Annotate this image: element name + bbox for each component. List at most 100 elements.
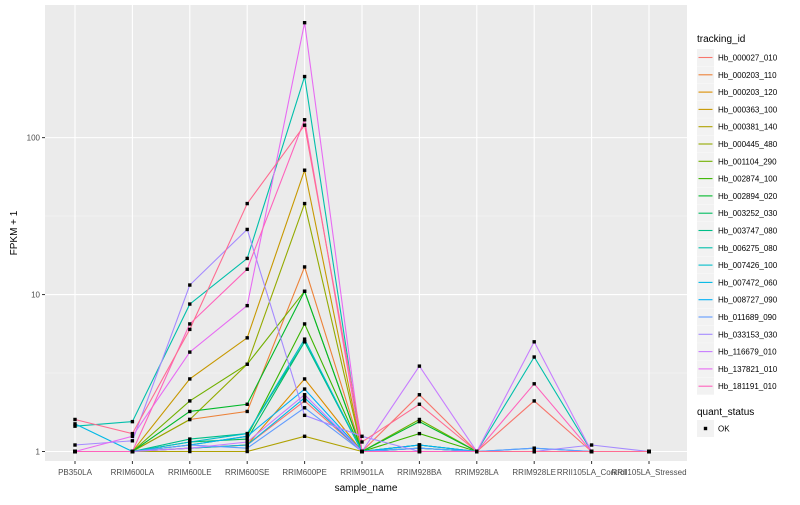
data-point — [302, 387, 307, 391]
data-point — [245, 437, 249, 441]
data-point — [245, 440, 249, 444]
x-tick-label: RRIM600PE — [282, 468, 326, 477]
data-point — [245, 402, 249, 406]
legend-entry-label: Hb_137821_010 — [718, 365, 778, 374]
legend-entry-label: Hb_000445_480 — [718, 140, 778, 149]
data-point — [245, 362, 249, 366]
data-point — [417, 402, 422, 406]
y-tick-label: 1 — [36, 448, 41, 457]
data-point — [73, 424, 77, 428]
x-tick-label: PB350LA — [58, 468, 92, 477]
data-point — [532, 446, 536, 450]
legend-key-point — [703, 426, 708, 431]
x-tick-label: RRIM600LE — [168, 468, 212, 477]
legend-entry-label: Hb_008727_090 — [718, 296, 778, 305]
data-point — [188, 377, 192, 381]
x-tick-label: RRIM600LA — [111, 468, 155, 477]
data-point — [73, 449, 77, 454]
legend-entry-label: Hb_002874_100 — [718, 175, 778, 184]
legend-entry-label: Hb_002894_020 — [718, 192, 778, 201]
x-tick-label: RRIM901LA — [340, 468, 384, 477]
data-point — [245, 409, 249, 414]
data-point — [188, 443, 192, 447]
y-axis-title: FPKM + 1 — [9, 210, 20, 255]
legend-entry-label: Hb_007426_100 — [718, 261, 778, 270]
data-point — [302, 123, 307, 127]
data-point — [130, 434, 135, 438]
x-tick-label: RRII105LA_Control — [557, 468, 627, 477]
data-point — [417, 446, 422, 450]
data-point — [417, 417, 422, 422]
data-point — [532, 399, 536, 403]
data-point — [302, 201, 307, 206]
data-point — [130, 419, 135, 424]
data-point — [302, 377, 307, 381]
data-point — [188, 327, 192, 332]
data-point — [302, 265, 307, 269]
legend-entry-label: Hb_003252_030 — [718, 209, 778, 218]
data-point — [302, 168, 307, 172]
data-point — [589, 449, 594, 454]
data-point — [417, 419, 422, 424]
data-point — [188, 350, 192, 354]
data-point — [188, 302, 192, 306]
data-point — [417, 443, 422, 447]
data-point — [302, 413, 307, 418]
legend-entry-label: OK — [718, 425, 730, 434]
data-point — [302, 393, 307, 397]
x-tick-label: RRIM928LA — [455, 468, 499, 477]
data-point — [302, 74, 307, 79]
plot-panel — [45, 5, 687, 461]
y-tick-label: 10 — [31, 291, 40, 300]
y-tick-label: 100 — [27, 134, 41, 143]
legend-entry-label: Hb_000027_010 — [718, 54, 778, 63]
data-point — [647, 449, 651, 454]
data-point — [188, 437, 192, 441]
data-point — [130, 449, 135, 454]
data-point — [417, 431, 422, 436]
data-point — [73, 417, 77, 422]
data-point — [188, 283, 192, 287]
data-point — [73, 443, 77, 447]
data-point — [245, 431, 249, 436]
data-point — [475, 449, 479, 454]
data-point — [417, 393, 422, 397]
legend-entry-label: Hb_000203_110 — [718, 71, 777, 80]
x-axis-title: sample_name — [335, 483, 398, 494]
data-point — [188, 446, 192, 450]
legend-entry-label: Hb_007472_060 — [718, 278, 778, 287]
data-point — [188, 399, 192, 403]
data-point — [589, 443, 594, 447]
data-point — [245, 449, 249, 454]
data-point — [532, 355, 536, 359]
data-point — [302, 396, 307, 400]
data-point — [188, 409, 192, 414]
legend-entry-label: Hb_116679_010 — [718, 348, 777, 357]
legend-title: quant_status — [697, 407, 754, 418]
data-point — [130, 439, 135, 443]
data-point — [302, 406, 307, 410]
legend-entry-label: Hb_033153_030 — [718, 330, 778, 339]
data-point — [302, 118, 307, 122]
data-point — [245, 227, 249, 232]
data-point — [302, 337, 307, 341]
legend-entry-label: Hb_001104_290 — [718, 157, 777, 166]
data-point — [360, 449, 364, 454]
data-point — [417, 449, 422, 454]
legend-tracking-id: tracking_id Hb_000027_010 Hb_000203_110 Hb_… — [697, 34, 778, 395]
data-point — [245, 267, 249, 271]
data-point — [417, 364, 422, 368]
data-point — [130, 431, 135, 436]
data-point — [245, 336, 249, 340]
data-point — [532, 449, 536, 454]
data-point — [360, 434, 364, 438]
data-point — [188, 322, 192, 326]
legend-title: tracking_id — [697, 34, 745, 45]
legend-entry-label: Hb_181191_010 — [718, 382, 777, 391]
legend-entry-label: Hb_003747_080 — [718, 227, 778, 236]
data-point — [302, 20, 307, 25]
data-point — [360, 440, 364, 444]
data-point — [188, 417, 192, 422]
x-tick-label: RRII105LA_Stressed — [611, 468, 686, 477]
